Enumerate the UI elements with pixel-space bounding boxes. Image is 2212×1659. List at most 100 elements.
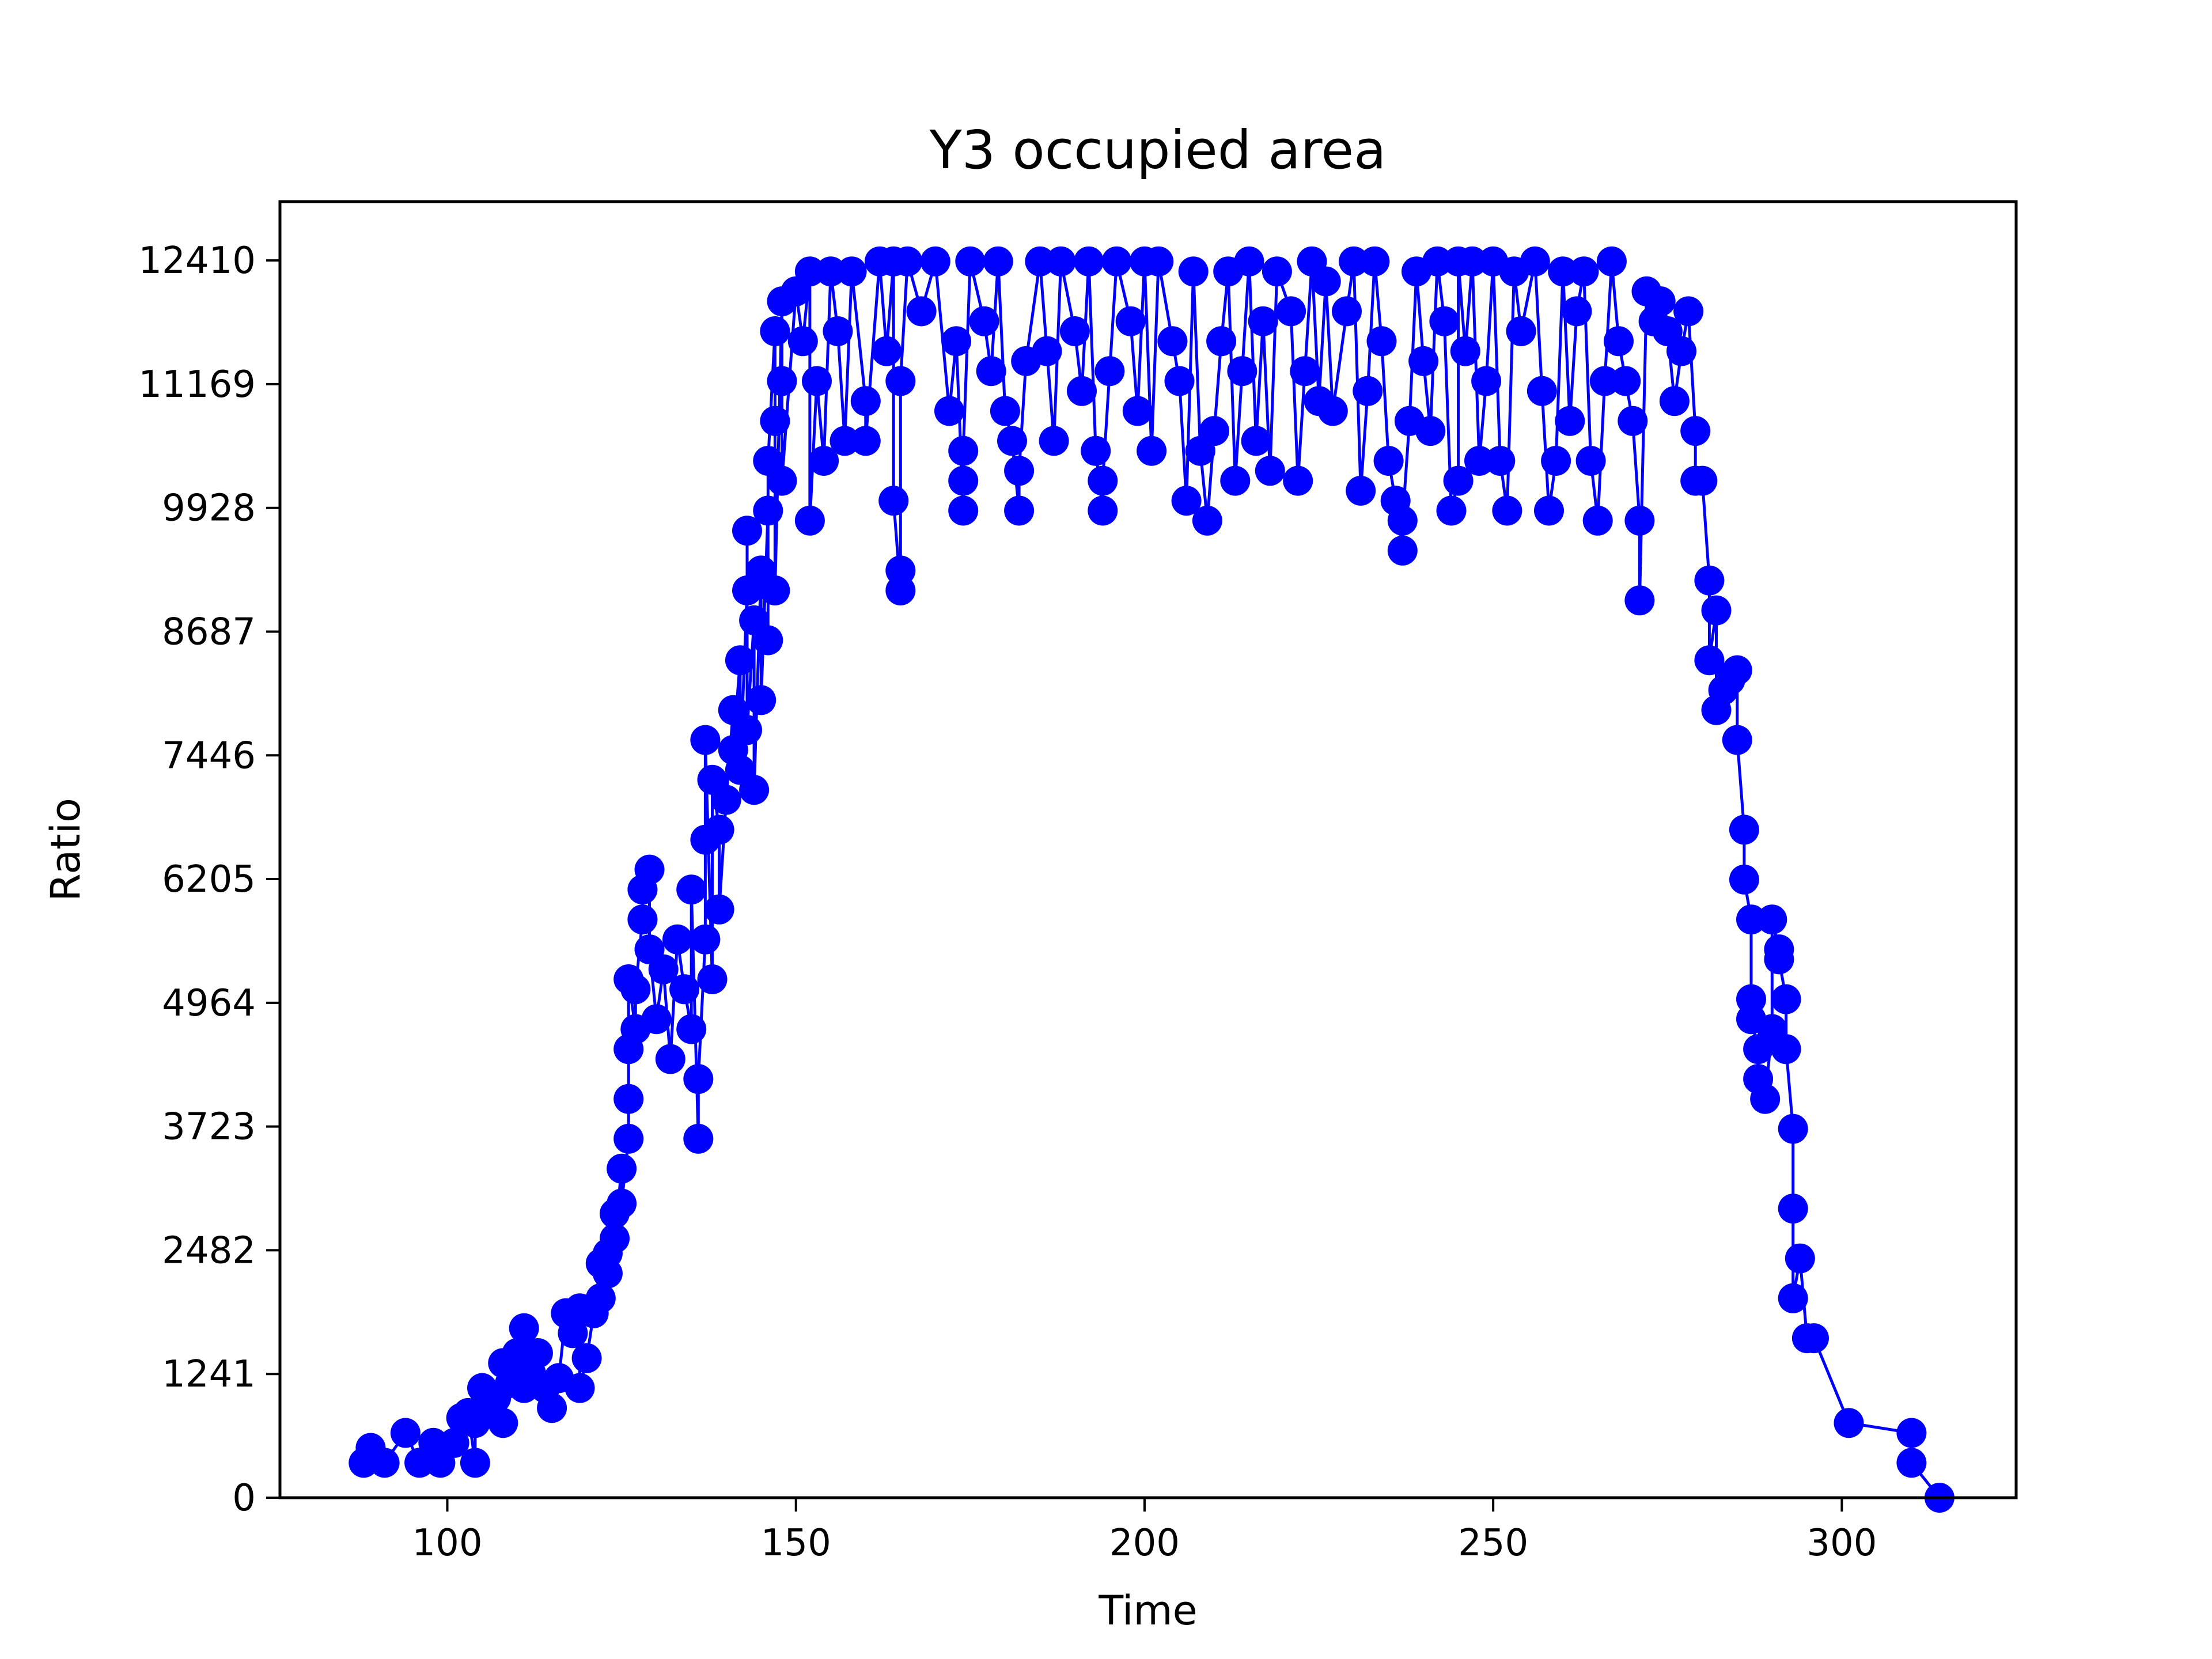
data-point bbox=[1506, 316, 1536, 346]
data-point bbox=[872, 336, 902, 366]
data-point bbox=[592, 1258, 623, 1289]
x-axis: 100 150 200 250 300 bbox=[412, 1498, 1877, 1565]
data-point bbox=[1262, 256, 1292, 287]
data-point bbox=[1541, 446, 1571, 476]
data-point bbox=[1429, 306, 1460, 336]
data-point bbox=[558, 1318, 588, 1349]
data-point bbox=[850, 386, 881, 416]
data-point bbox=[969, 306, 999, 336]
data-point bbox=[1137, 435, 1167, 466]
data-point bbox=[1373, 446, 1404, 476]
data-point bbox=[1492, 495, 1522, 526]
data-point bbox=[1645, 286, 1676, 317]
data-point bbox=[439, 1427, 469, 1458]
data-point bbox=[1387, 535, 1418, 566]
data-point bbox=[641, 1004, 672, 1035]
data-point bbox=[1171, 486, 1202, 516]
data-point bbox=[613, 1084, 644, 1114]
data-point bbox=[669, 974, 700, 1005]
data-point bbox=[983, 246, 1013, 276]
data-point bbox=[1088, 495, 1118, 526]
data-point bbox=[1059, 316, 1090, 346]
data-point bbox=[1485, 446, 1516, 476]
data-point bbox=[1004, 456, 1035, 486]
data-point bbox=[1896, 1418, 1927, 1448]
data-point bbox=[816, 256, 846, 287]
data-point bbox=[760, 406, 790, 436]
data-point bbox=[920, 246, 950, 276]
data-point bbox=[369, 1448, 400, 1478]
data-point bbox=[1408, 346, 1439, 376]
y-tick-label: 0 bbox=[232, 1477, 256, 1520]
data-point bbox=[885, 555, 916, 586]
data-point bbox=[1255, 456, 1285, 486]
data-point bbox=[725, 645, 755, 676]
data-point bbox=[990, 396, 1020, 426]
data-point bbox=[836, 256, 867, 287]
data-point bbox=[1464, 446, 1494, 476]
data-point bbox=[1283, 465, 1313, 496]
data-point bbox=[1366, 326, 1397, 357]
data-point bbox=[997, 426, 1027, 456]
data-point bbox=[1276, 296, 1306, 327]
data-point bbox=[753, 495, 783, 526]
x-tick-label: 100 bbox=[412, 1522, 482, 1565]
data-point bbox=[1032, 336, 1062, 366]
y-tick-label: 9928 bbox=[162, 487, 256, 530]
data-point bbox=[1346, 475, 1376, 506]
data-point bbox=[1687, 465, 1718, 496]
data-point bbox=[885, 366, 916, 396]
x-tick-label: 300 bbox=[1806, 1522, 1877, 1565]
data-point bbox=[460, 1448, 490, 1478]
data-point bbox=[1234, 246, 1264, 276]
data-point bbox=[767, 465, 797, 496]
data-point bbox=[823, 316, 853, 346]
data-point bbox=[1359, 246, 1390, 276]
data-point bbox=[1666, 336, 1696, 366]
data-point bbox=[600, 1224, 630, 1253]
data-point bbox=[613, 1123, 644, 1154]
data-point bbox=[1834, 1408, 1864, 1438]
data-point bbox=[1143, 246, 1174, 276]
data-point bbox=[732, 715, 762, 745]
data-point bbox=[1227, 356, 1257, 387]
data-point bbox=[1101, 246, 1132, 276]
data-point bbox=[1527, 376, 1557, 406]
data-point bbox=[1094, 356, 1125, 387]
data-point bbox=[1596, 246, 1627, 276]
data-point bbox=[794, 505, 825, 536]
data-point bbox=[607, 1188, 637, 1219]
data-point bbox=[1248, 306, 1278, 336]
data-point bbox=[1582, 505, 1613, 536]
data-point bbox=[1436, 495, 1467, 526]
data-point bbox=[906, 296, 937, 327]
data-point bbox=[1575, 446, 1606, 476]
data-point bbox=[760, 575, 790, 605]
data-point bbox=[1771, 1034, 1801, 1065]
data-point bbox=[1722, 725, 1752, 755]
data-point bbox=[746, 685, 777, 715]
data-point bbox=[1122, 396, 1153, 426]
data-point bbox=[1701, 595, 1732, 626]
data-point bbox=[1624, 585, 1655, 616]
data-point bbox=[711, 785, 741, 815]
data-point bbox=[955, 246, 986, 276]
data-point bbox=[1729, 864, 1759, 895]
data-point bbox=[948, 435, 979, 466]
data-point bbox=[1199, 416, 1229, 446]
data-point bbox=[676, 874, 707, 905]
data-point bbox=[948, 495, 979, 526]
data-point bbox=[760, 316, 790, 346]
data-point bbox=[1659, 386, 1690, 416]
data-point bbox=[1520, 246, 1550, 276]
data-point bbox=[1443, 465, 1474, 496]
data-point bbox=[627, 904, 658, 935]
data-point bbox=[753, 625, 783, 656]
data-point bbox=[1115, 306, 1146, 336]
data-point bbox=[1736, 904, 1766, 935]
data-point bbox=[704, 815, 734, 845]
data-point bbox=[1896, 1448, 1927, 1478]
data-point bbox=[892, 246, 923, 276]
y-tick-label: 8687 bbox=[162, 611, 256, 653]
